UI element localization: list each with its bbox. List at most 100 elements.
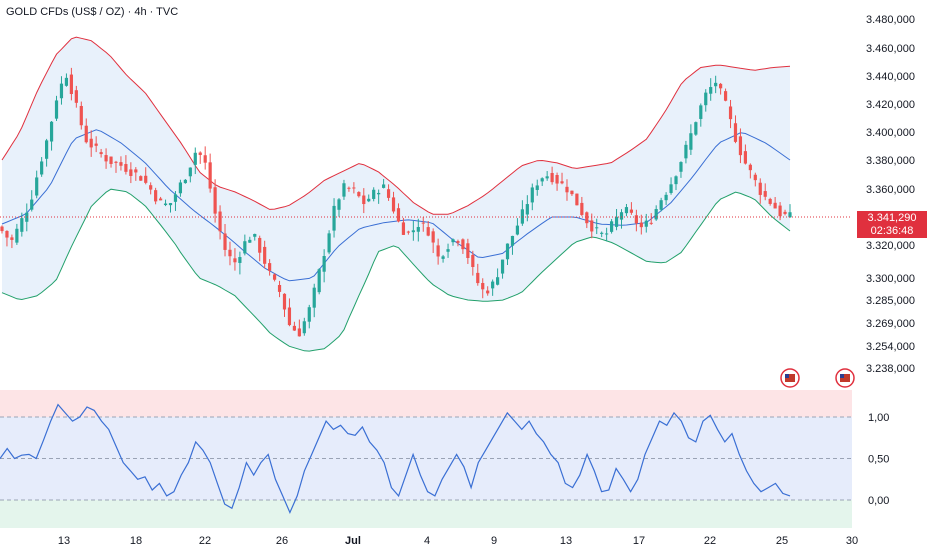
candle [203, 146, 207, 170]
candle [302, 317, 306, 336]
candle [649, 213, 653, 225]
candle-body [624, 207, 629, 214]
candle [639, 214, 643, 235]
candle-body [248, 239, 252, 243]
candle [213, 179, 217, 223]
candle-body [258, 237, 262, 253]
candle [520, 200, 524, 226]
candle-body [763, 191, 767, 197]
candle-body [446, 249, 450, 252]
oscillator-panel: 1,00 0,50 0,00 [0, 390, 889, 528]
candle-body [738, 136, 743, 156]
candle [84, 118, 88, 144]
candle [297, 319, 301, 337]
price-tick-label: 3.460,000 [866, 43, 915, 55]
candle-body [69, 74, 73, 95]
time-tick-label: Jul [345, 535, 361, 547]
candle-body [84, 125, 88, 143]
candle [461, 238, 465, 254]
candle [719, 82, 723, 95]
candle-body [5, 230, 9, 238]
candle-body [605, 233, 609, 235]
candle-body [0, 226, 4, 232]
candle [773, 197, 777, 209]
candle-body [649, 222, 653, 224]
candle-body [277, 285, 282, 292]
candle-body [129, 169, 133, 176]
candle [421, 217, 425, 232]
candle [49, 120, 54, 151]
candle-body [733, 123, 738, 142]
candle-body [486, 290, 490, 294]
candle-body [476, 272, 480, 284]
time-tick-label: 25 [776, 535, 788, 547]
us-flag-event-icon[interactable] [780, 368, 800, 388]
candle [282, 293, 287, 317]
price-tick-label: 3.285,000 [866, 295, 915, 307]
candle [605, 227, 609, 242]
candle [431, 228, 435, 254]
time-tick-label: 22 [199, 535, 211, 547]
last-price-label: 3.341,290 [857, 211, 927, 225]
candle-body [253, 233, 257, 237]
candle [704, 89, 708, 112]
time-tick-label: 9 [491, 535, 497, 547]
candle-body [367, 198, 371, 202]
candle-body [312, 287, 316, 308]
candle-body [396, 208, 401, 222]
candle-body [268, 263, 272, 271]
candle [723, 88, 728, 102]
us-flag-event-icon[interactable] [835, 368, 855, 388]
candle [436, 238, 440, 265]
candle [391, 191, 396, 214]
candle [466, 238, 470, 264]
candle [382, 178, 386, 189]
candle-body [495, 277, 500, 285]
candle-body [580, 202, 584, 215]
candle [595, 218, 599, 235]
candle [129, 162, 133, 184]
candle [25, 203, 29, 232]
oscillator-line [0, 403, 791, 514]
candle-body [134, 169, 138, 173]
candle-body [213, 187, 217, 214]
candle [689, 124, 693, 155]
candle [193, 147, 197, 175]
candle-body [595, 227, 599, 229]
price-tick-label: 3.420,000 [866, 99, 915, 111]
candle-body [317, 269, 321, 293]
candle [377, 189, 381, 204]
candle [149, 182, 153, 195]
candle-body [208, 162, 212, 189]
candle-body [471, 254, 475, 268]
candle [307, 304, 311, 329]
candle [664, 192, 668, 205]
price-tick-label: 3.320,000 [866, 240, 915, 252]
candle [788, 204, 792, 218]
candle [352, 182, 356, 194]
price-tick-label: 3.380,000 [866, 155, 915, 167]
candle [545, 171, 549, 181]
candle [456, 239, 460, 247]
candle-body [669, 184, 673, 193]
chart-title: GOLD CFDs (US$ / OZ) · 4h · TVC [6, 6, 179, 18]
candle-body [426, 227, 430, 236]
event-flags[interactable] [780, 368, 855, 388]
candle [614, 208, 619, 231]
candle [669, 177, 673, 195]
candle [243, 234, 247, 256]
candle [238, 251, 242, 275]
candle-body [297, 328, 301, 337]
upper-band-line [1, 36, 791, 215]
candle [530, 183, 534, 211]
candle [565, 179, 569, 201]
candle-body [74, 90, 78, 103]
candle-body [79, 105, 83, 126]
candle-body [342, 183, 346, 197]
candle [446, 243, 450, 258]
candle [505, 243, 510, 265]
candle [753, 172, 757, 187]
candle [139, 175, 143, 181]
candle-body [719, 83, 723, 89]
candle-body [525, 204, 529, 215]
